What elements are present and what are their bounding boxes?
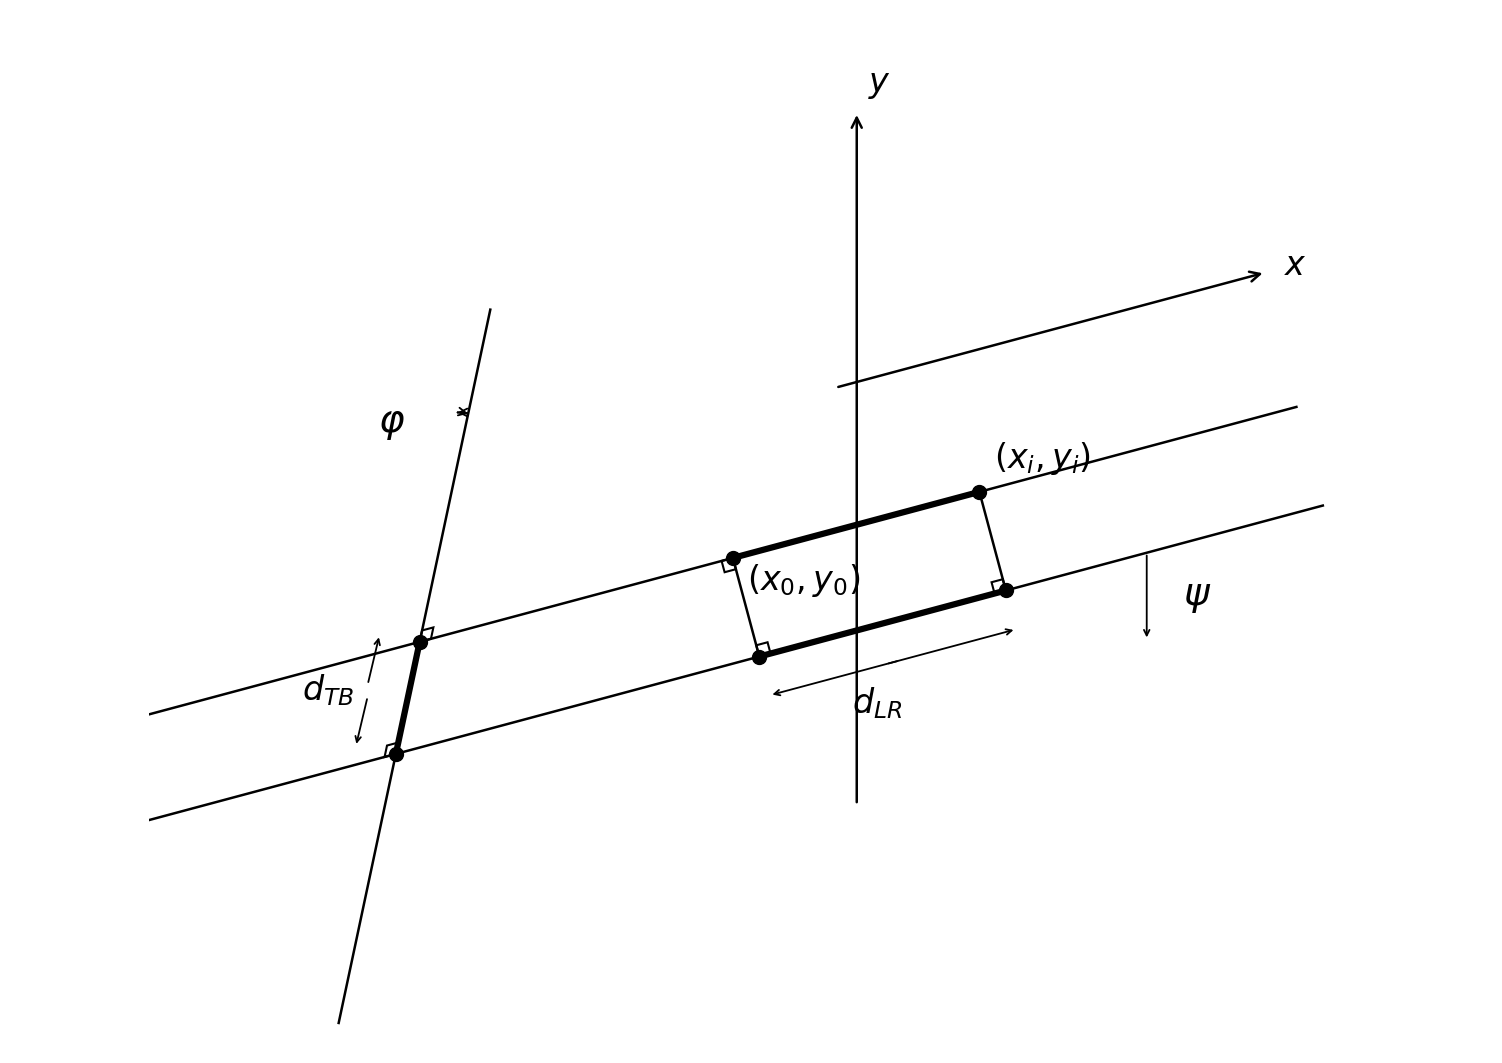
Text: $(x_i, y_i)$: $(x_i, y_i)$ xyxy=(994,440,1090,477)
Text: $d_{TB}$: $d_{TB}$ xyxy=(302,673,353,708)
Text: $y$: $y$ xyxy=(868,68,891,101)
Text: $d_{LR}$: $d_{LR}$ xyxy=(852,686,903,721)
Text: $(x_0, y_0)$: $(x_0, y_0)$ xyxy=(748,561,861,598)
Text: $\varphi$: $\varphi$ xyxy=(379,404,406,442)
Text: $x$: $x$ xyxy=(1284,249,1307,282)
Text: $\psi$: $\psi$ xyxy=(1184,577,1212,615)
